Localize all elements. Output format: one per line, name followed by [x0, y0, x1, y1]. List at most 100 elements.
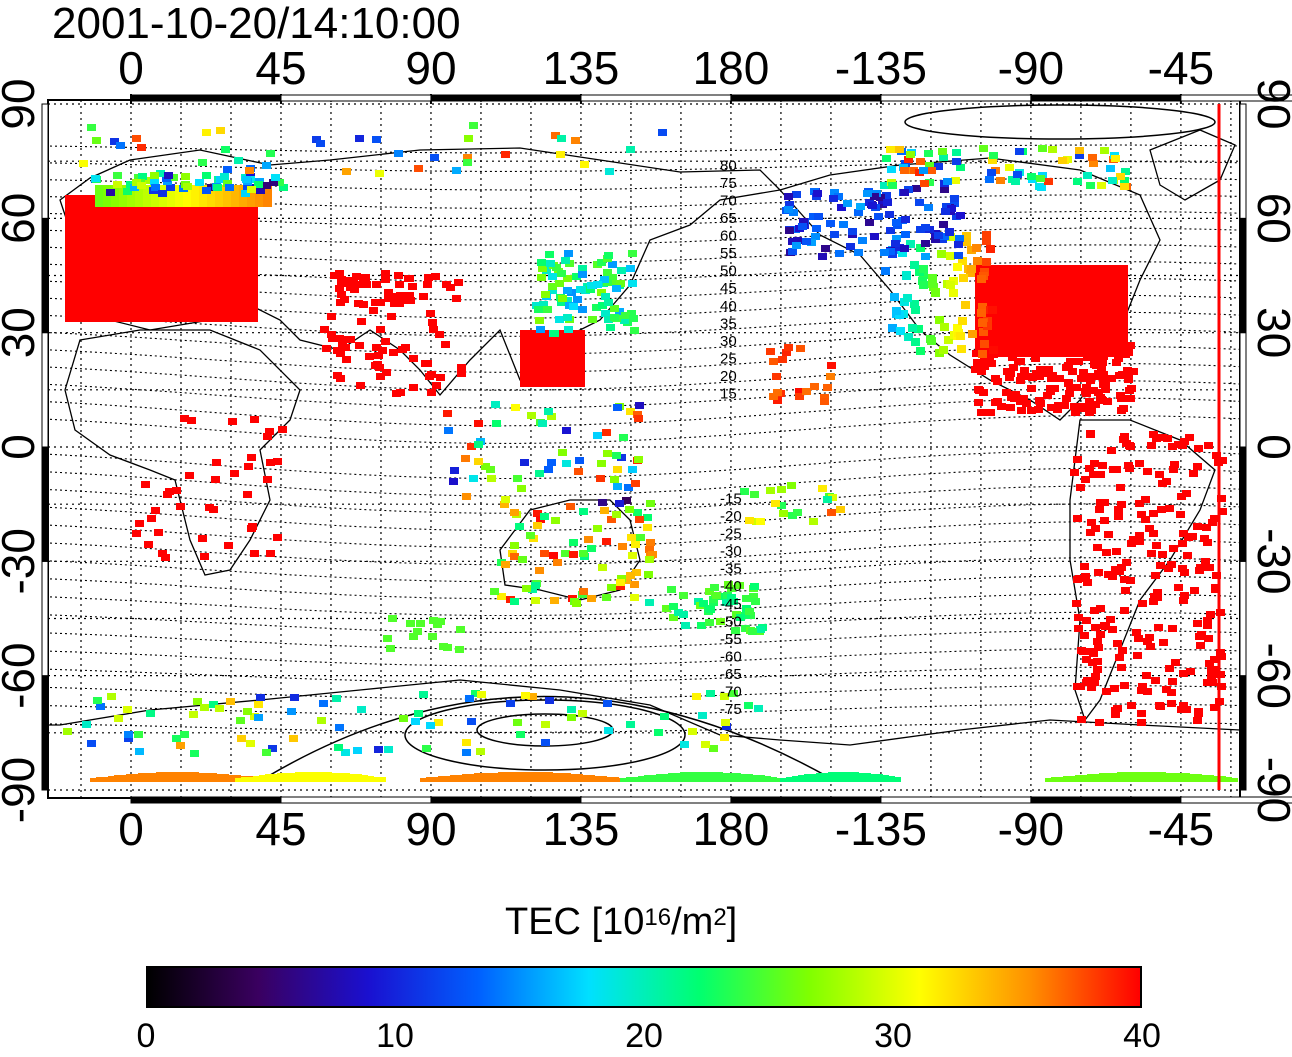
- tec-cell: [1002, 389, 1011, 396]
- tec-cell: [950, 195, 959, 202]
- contour-label: 40: [720, 298, 737, 315]
- tec-cell: [234, 157, 243, 164]
- tec-cell: [129, 237, 138, 245]
- tec-cell: [241, 237, 250, 245]
- tec-cell: [469, 475, 478, 482]
- tec-cell: [143, 185, 152, 193]
- tec-cell: [916, 158, 925, 165]
- tec-cell: [1168, 625, 1177, 632]
- tec-cell: [734, 773, 741, 782]
- tec-cell: [153, 314, 162, 322]
- tec-cell: [778, 356, 787, 363]
- tec-cell: [610, 476, 619, 483]
- tec-cell: [603, 450, 612, 457]
- tec-cell: [233, 216, 242, 224]
- tec-cell: [558, 295, 567, 302]
- tec-cell: [413, 628, 422, 635]
- tec-cell: [1135, 532, 1144, 539]
- tec-cell: [578, 265, 587, 272]
- tec-cell: [658, 129, 667, 136]
- tec-cell: [1108, 177, 1117, 184]
- tec-cell: [1009, 364, 1018, 371]
- tec-cell: [528, 337, 537, 345]
- tec-cell: [207, 192, 216, 200]
- tec-cell: [249, 223, 258, 231]
- tec-cell: [541, 291, 550, 298]
- tec-cell: [217, 258, 226, 266]
- tec-cell: [408, 283, 417, 290]
- tec-cell: [265, 774, 272, 782]
- tec-cell: [256, 187, 265, 194]
- tec-cell: [522, 772, 529, 782]
- tec-cell: [1118, 647, 1127, 654]
- tec-cell: [1117, 664, 1126, 671]
- tec-cell: [564, 773, 571, 782]
- tec-cell: [919, 265, 928, 273]
- tec-cell: [1077, 716, 1086, 723]
- tec-cell: [886, 227, 895, 234]
- tec-cell: [193, 300, 202, 308]
- tec-cell: [1098, 359, 1107, 366]
- tec-cell: [1068, 368, 1077, 375]
- tec-cell: [185, 472, 194, 479]
- tec-cell: [259, 775, 266, 782]
- tec-cell: [880, 182, 889, 189]
- tec-cell: [977, 409, 986, 416]
- tec-cell: [81, 195, 90, 203]
- tec-cell: [533, 510, 542, 517]
- tec-cell: [1111, 155, 1120, 162]
- tec-cell: [520, 379, 529, 387]
- tec-cell: [419, 691, 428, 698]
- tec-cell: [349, 279, 358, 286]
- tec-cell: [193, 307, 202, 315]
- tec-cell: [137, 216, 146, 224]
- tec-cell: [114, 775, 121, 782]
- tec-cell: [177, 237, 186, 245]
- tec-cell: [1093, 774, 1100, 782]
- tec-cell: [217, 223, 226, 231]
- tec-cell: [357, 281, 366, 288]
- tec-cell: [947, 205, 956, 212]
- tec-cell: [541, 739, 550, 746]
- mag-lat-contour: [48, 666, 1240, 684]
- right-lat-label: -30: [1248, 528, 1292, 594]
- tec-cell: [97, 286, 106, 294]
- tec-cell: [335, 270, 344, 277]
- tec-cell: [886, 146, 895, 153]
- tec-cell: [461, 455, 470, 462]
- tec-cell: [193, 237, 202, 245]
- tec-cell: [81, 279, 90, 287]
- tec-cell: [716, 618, 725, 625]
- tec-cell: [1071, 279, 1080, 287]
- tec-cell: [129, 258, 138, 266]
- left-lat-label: 60: [0, 193, 44, 244]
- tec-cell: [550, 330, 559, 337]
- tec-cell: [813, 190, 822, 197]
- tec-cell: [895, 146, 904, 153]
- tec-cell: [688, 728, 697, 735]
- tec-cell: [989, 346, 998, 354]
- colorbar-tick-label: 30: [874, 1017, 912, 1055]
- tec-cell: [993, 398, 1002, 405]
- tec-cell: [795, 388, 804, 395]
- tec-cell: [1145, 525, 1154, 532]
- tec-cell: [634, 456, 643, 463]
- north-pole-contour: [904, 104, 1216, 140]
- tec-cell: [916, 226, 925, 233]
- tec-cell: [121, 265, 130, 273]
- tec-cell: [1158, 434, 1167, 441]
- tec-cell: [416, 620, 425, 627]
- tec-cell: [555, 316, 564, 323]
- tec-cell: [190, 750, 199, 757]
- tec-cell: [513, 719, 522, 726]
- tec-cell: [1039, 328, 1048, 336]
- tec-cell: [213, 184, 222, 191]
- contour-label: 55: [720, 245, 737, 262]
- tec-cell: [1055, 349, 1064, 357]
- tec-cell: [1207, 674, 1216, 681]
- tec-cell: [612, 777, 619, 782]
- tec-cell: [758, 775, 765, 782]
- tec-cell: [450, 775, 457, 782]
- tec-cell: [1082, 679, 1091, 686]
- tec-cell: [411, 718, 420, 725]
